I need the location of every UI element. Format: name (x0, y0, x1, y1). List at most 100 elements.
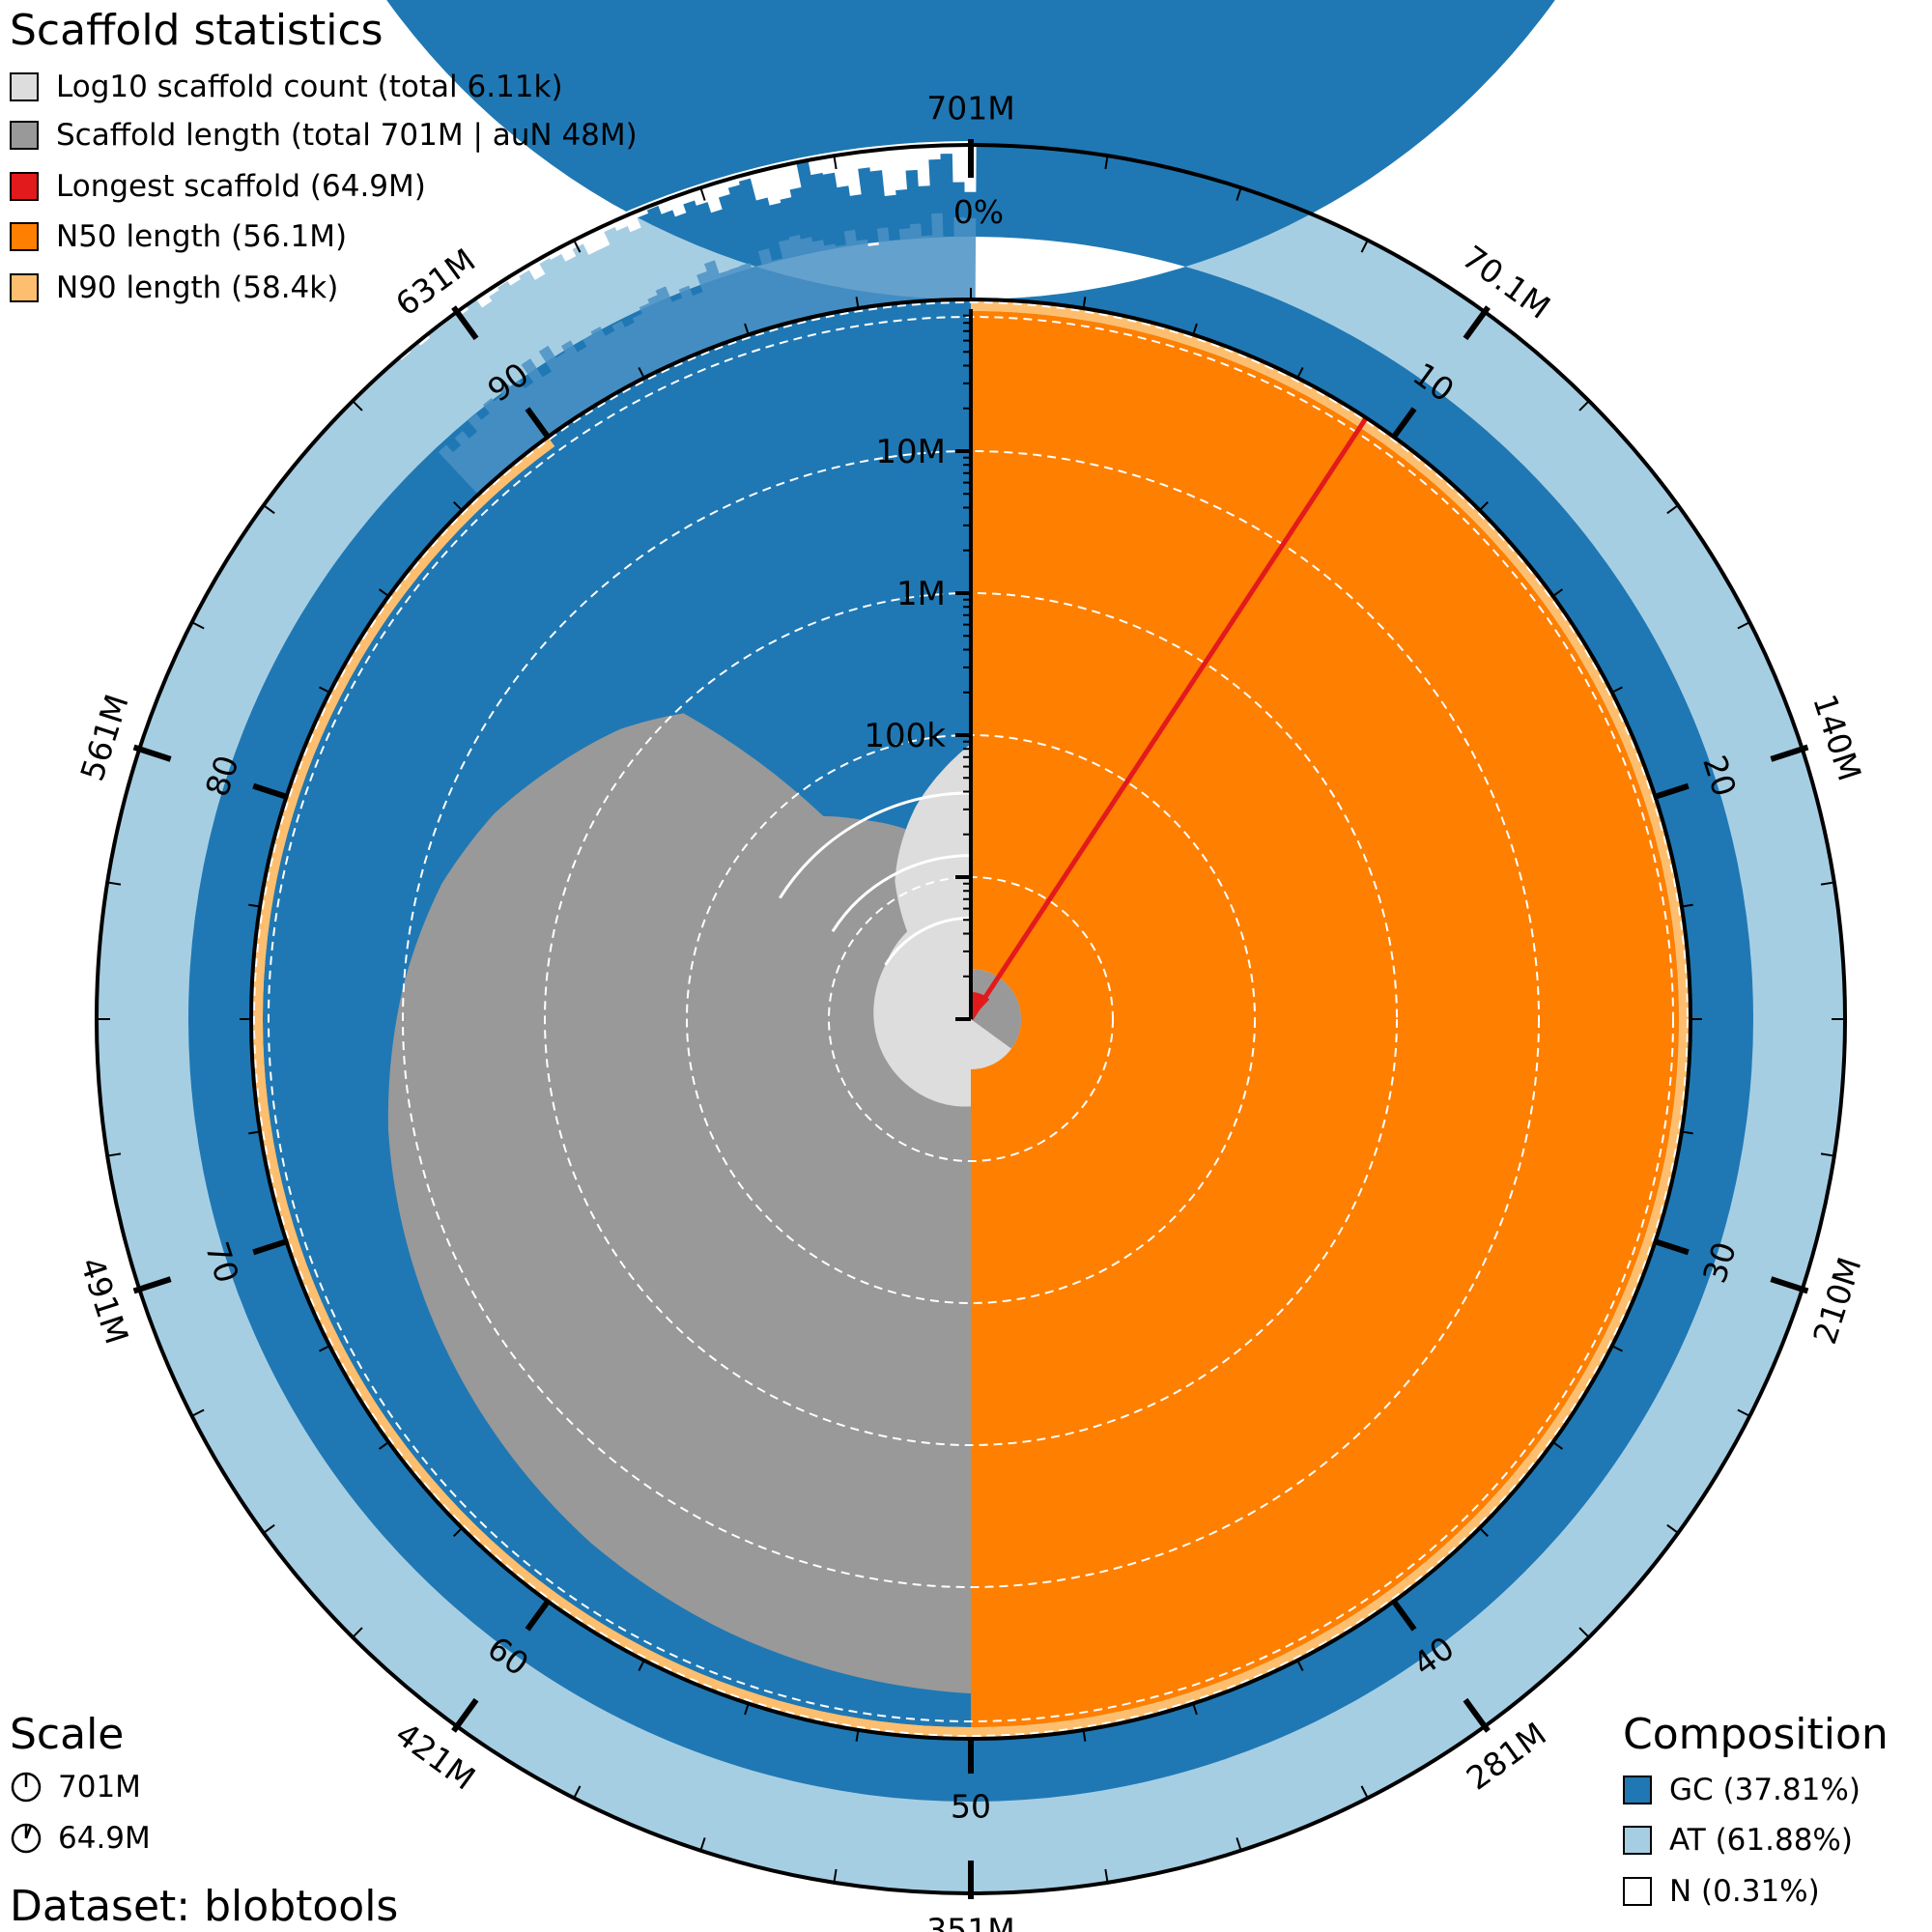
inner-minor-tick (378, 588, 389, 597)
inner-major-tick (525, 407, 552, 440)
outer-tick-label: 140M (1805, 690, 1868, 785)
legend-label: N (0.31%) (1669, 1874, 1820, 1909)
outer-tick-label: 561M (72, 690, 135, 785)
outer-minor-tick (699, 186, 706, 201)
count-contour (779, 791, 972, 899)
dataset-label: Dataset: blobtools (10, 1882, 399, 1931)
inner-minor-tick (453, 501, 463, 511)
n-swatch (1623, 1877, 1652, 1906)
legend-label: Scaffold length (total 701M | auN 48M) (56, 118, 638, 153)
inner-major-tick (252, 1237, 290, 1256)
outer-minor-tick (833, 1868, 838, 1884)
longest-scaffold-line (968, 416, 1369, 1021)
outer-minor-tick (1666, 504, 1679, 515)
outer-minor-tick (1236, 186, 1242, 201)
scale-label: 64.9M (58, 1821, 151, 1856)
outer-minor-tick (573, 1785, 582, 1799)
legend-item-longest-scaffold: Longest scaffold (64.9M) (10, 169, 426, 204)
log-grid-circle (402, 450, 1540, 1588)
legend-item-at: AT (61.88%) (1623, 1823, 1853, 1858)
inner-minor-tick (744, 323, 750, 335)
inner-minor-tick (1082, 1729, 1087, 1742)
inner-minor-tick (319, 1345, 330, 1352)
inner-minor-tick (855, 1729, 860, 1742)
longest-scaffold-swatch (10, 172, 39, 201)
inner-minor-tick (248, 903, 261, 908)
inner-minor-tick (1611, 1345, 1623, 1352)
count-contour (831, 854, 972, 933)
scale-item-total: 701M (10, 1770, 141, 1804)
n50-sector (971, 311, 1679, 1727)
inner-minor-tick (1192, 323, 1198, 335)
inner-minor-tick (378, 1441, 389, 1450)
inner-minor-tick (1479, 1527, 1489, 1537)
outer-major-tick (1463, 1697, 1491, 1733)
radial-axis-label: 100k (864, 717, 946, 755)
percent-tick-label: 50 (951, 1788, 991, 1826)
inner-minor-tick (855, 297, 860, 309)
outer-minor-tick (1820, 881, 1835, 886)
n90-swatch (10, 273, 39, 302)
outer-minor-tick (1360, 240, 1369, 253)
outer-minor-tick (263, 1523, 275, 1534)
outer-minor-tick (1666, 1523, 1679, 1534)
outer-major-tick (1770, 1276, 1809, 1294)
inner-minor-tick (1192, 1703, 1198, 1716)
scale-legend-title: Scale (10, 1710, 125, 1759)
outer-minor-tick (1360, 1785, 1369, 1799)
outer-minor-tick (1104, 155, 1109, 170)
inner-major-tick (252, 782, 290, 801)
at-swatch (1623, 1826, 1652, 1855)
n-profile-tail (371, 144, 977, 383)
inner-major-tick (1390, 407, 1417, 440)
inner-minor-tick (1082, 297, 1087, 309)
legend-item-gc: GC (37.81%) (1623, 1773, 1861, 1807)
outer-tick-label: 210M (1805, 1253, 1868, 1349)
inner-major-tick (1390, 1598, 1417, 1632)
legend-label: N90 length (58.4k) (56, 270, 339, 305)
scaffold-count-swatch (10, 72, 39, 101)
outer-minor-tick (191, 621, 205, 630)
stats-legend-title: Scaffold statistics (10, 6, 384, 55)
inner-major-tick (1652, 782, 1690, 801)
inner-minor-tick (1681, 903, 1693, 908)
scaffold-count-core-length (971, 969, 1021, 1049)
inner-minor-tick (248, 1130, 261, 1135)
outer-minor-tick (833, 155, 838, 170)
inner-major-tick (525, 1598, 552, 1632)
inner-major-tick (1652, 1237, 1690, 1256)
outer-minor-tick (106, 1152, 122, 1157)
legend-item-n50: N50 length (56.1M) (10, 219, 347, 254)
scale-label: 701M (58, 1770, 141, 1804)
outer-major-tick (132, 744, 172, 762)
inner-minor-tick (744, 1703, 750, 1716)
inner-minor-tick (1681, 1130, 1693, 1135)
legend-label: AT (61.88%) (1669, 1823, 1853, 1858)
inner-minor-tick (1296, 1660, 1304, 1671)
composition-zero-label: 0% (953, 193, 1004, 231)
inner-minor-tick (319, 686, 330, 694)
outer-minor-tick (1104, 1868, 1109, 1884)
outer-major-tick (451, 1697, 479, 1733)
outer-minor-tick (352, 1627, 363, 1638)
outer-minor-tick (352, 400, 363, 412)
legend-item-n: N (0.31%) (1623, 1874, 1820, 1909)
composition-legend-title: Composition (1623, 1710, 1889, 1759)
outer-minor-tick (263, 504, 275, 515)
outer-major-tick (1463, 305, 1491, 341)
outer-minor-tick (1578, 400, 1590, 412)
n50-swatch (10, 222, 39, 251)
outer-minor-tick (1820, 1152, 1835, 1157)
legend-label: Longest scaffold (64.9M) (56, 169, 426, 204)
legend-label: GC (37.81%) (1669, 1773, 1861, 1807)
outer-tick-label: 351M (926, 1912, 1014, 1932)
radial-axis-label: 10M (875, 433, 946, 471)
legend-item-scaffold-length: Scaffold length (total 701M | auN 48M) (10, 118, 638, 153)
inner-minor-tick (1479, 501, 1489, 511)
inner-minor-tick (1552, 1441, 1564, 1450)
scaffold-length-swatch (10, 121, 39, 150)
outer-major-tick (132, 1276, 172, 1294)
outer-minor-tick (191, 1408, 205, 1417)
legend-label: N50 length (56.1M) (56, 219, 348, 254)
